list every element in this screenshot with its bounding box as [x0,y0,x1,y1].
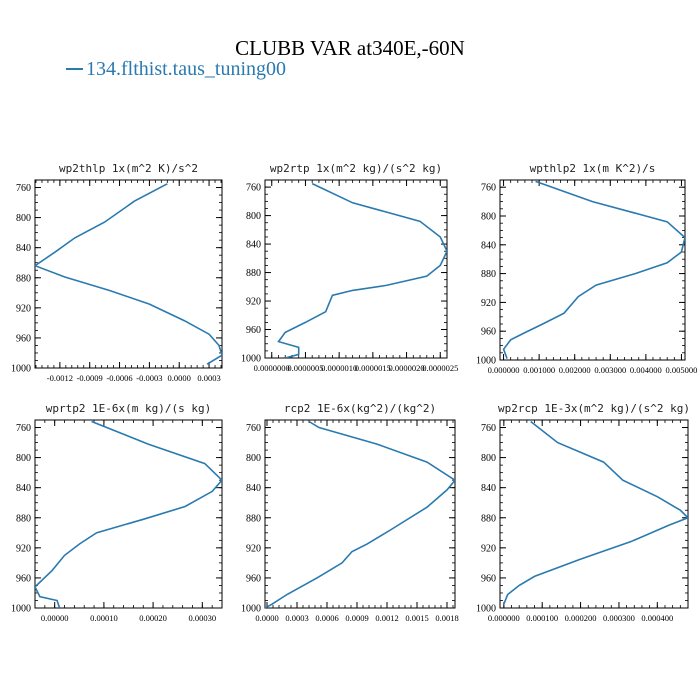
panel-frame [34,419,223,609]
series-line [502,180,685,359]
x-tick-label: 0.00030 [189,613,217,623]
x-tick-label: 0.000400 [641,613,673,623]
x-tick-label: 0.000000 [488,365,520,375]
y-tick-label: 800 [246,453,261,464]
x-tick-label: 0.0000005 [287,363,323,373]
x-tick-label: 0.000000 [488,613,520,623]
x-tick-label: 0.0006 [315,613,338,623]
panel-title: wp2rtp 1x(m^2 kg)/(s^2 kg) [270,162,442,175]
x-tick-label: 0.0012 [375,613,398,623]
y-tick-label: 760 [16,423,31,434]
x-tick-label: 0.0003 [197,373,220,383]
x-tick-label: 0.0000020 [388,363,424,373]
y-tick-label: 800 [246,211,261,222]
y-tick-label: 960 [246,573,261,584]
y-tick-label: 960 [481,327,496,338]
x-tick-label: 0.0015 [405,613,428,623]
x-tick-label: 0.004000 [630,365,662,375]
y-tick-label: 920 [481,298,496,309]
panel-frame [34,179,223,369]
y-tick-label: 960 [481,573,496,584]
x-tick-label: 0.00020 [139,613,167,623]
x-tick-label: 0.000300 [603,613,635,623]
y-tick-label: 880 [246,513,261,524]
legend-label: 134.flthist.taus_tuning00 [86,58,286,80]
legend-swatch [66,68,83,71]
x-tick-label: 0.005000 [666,365,698,375]
x-tick-label: 0.0000000 [254,363,290,373]
x-tick-label: -0.0009 [77,373,103,383]
x-tick-label: 0.00000 [41,613,69,623]
x-tick-label: 0.0003 [285,613,308,623]
y-tick-label: 960 [246,325,261,336]
y-tick-label: 880 [246,268,261,279]
y-tick-label: 880 [16,273,31,284]
panel-title: wp2rcp 1E-3x(m^2 kg)/(s^2 kg) [498,402,690,415]
y-tick-label: 760 [16,183,31,194]
figure-title: CLUBB VAR at340E,-60N [235,36,465,60]
panel-frame [264,179,448,359]
legend: 134.flthist.taus_tuning00 [66,58,286,81]
y-tick-label: 880 [481,513,496,524]
y-tick-label: 840 [246,483,261,494]
x-tick-label: 0.0018 [435,613,458,623]
x-tick-label: 0.000100 [526,613,558,623]
panel-frame [264,419,456,609]
y-tick-label: 800 [16,453,31,464]
y-tick-label: 880 [16,513,31,524]
y-tick-label: 800 [481,212,496,223]
panel-frame [499,179,686,361]
y-tick-label: 960 [16,573,31,584]
x-tick-label: 0.00010 [90,613,118,623]
series-line [265,420,455,608]
x-tick-label: -0.0006 [106,373,132,383]
x-tick-label: 0.0000010 [321,363,357,373]
y-tick-label: 920 [16,303,31,314]
y-tick-label: 1000 [11,364,31,375]
y-tick-label: 760 [481,423,496,434]
y-tick-label: 760 [481,183,496,194]
x-tick-label: 0.002000 [559,365,591,375]
x-tick-label: -0.0003 [136,373,162,383]
y-tick-label: 1000 [476,604,496,615]
series-line [35,183,222,365]
series-line [35,420,222,608]
y-tick-label: 800 [16,213,31,224]
y-tick-label: 920 [246,297,261,308]
panel-frame [499,419,689,609]
panel-title: wp2thlp 1x(m^2 K)/s^2 [59,162,198,175]
series-line [503,420,688,605]
y-tick-label: 880 [481,269,496,280]
y-tick-label: 1000 [11,604,31,615]
x-tick-label: 0.0000015 [355,363,391,373]
y-tick-label: 840 [481,483,496,494]
y-tick-label: 920 [16,543,31,554]
y-tick-label: 1000 [241,354,261,365]
panel-title: rcp2 1E-6x(kg^2)/(kg^2) [284,402,436,415]
series-line [277,182,447,358]
y-tick-label: 800 [481,453,496,464]
panel-title: wpthlp2 1x(m K^2)/s [530,162,656,175]
y-tick-label: 920 [481,543,496,554]
y-tick-label: 840 [16,243,31,254]
y-tick-label: 760 [246,423,261,434]
y-tick-label: 840 [16,483,31,494]
y-tick-label: 840 [246,240,261,251]
y-tick-label: 840 [481,240,496,251]
y-tick-label: 1000 [241,604,261,615]
x-tick-label: 0.0000 [255,613,278,623]
y-tick-label: 760 [246,183,261,194]
x-tick-label: 0.003000 [594,365,626,375]
panel-title: wprtp2 1E-6x(m kg)/(s kg) [46,402,212,415]
x-tick-label: 0.0000 [168,373,191,383]
x-tick-label: 0.0009 [345,613,368,623]
y-tick-label: 960 [16,333,31,344]
x-tick-label: 0.000200 [565,613,597,623]
x-tick-label: 0.0000025 [422,363,458,373]
x-tick-label: 0.001000 [523,365,555,375]
y-tick-label: 920 [246,543,261,554]
y-tick-label: 1000 [476,356,496,367]
x-tick-label: -0.0012 [47,373,73,383]
